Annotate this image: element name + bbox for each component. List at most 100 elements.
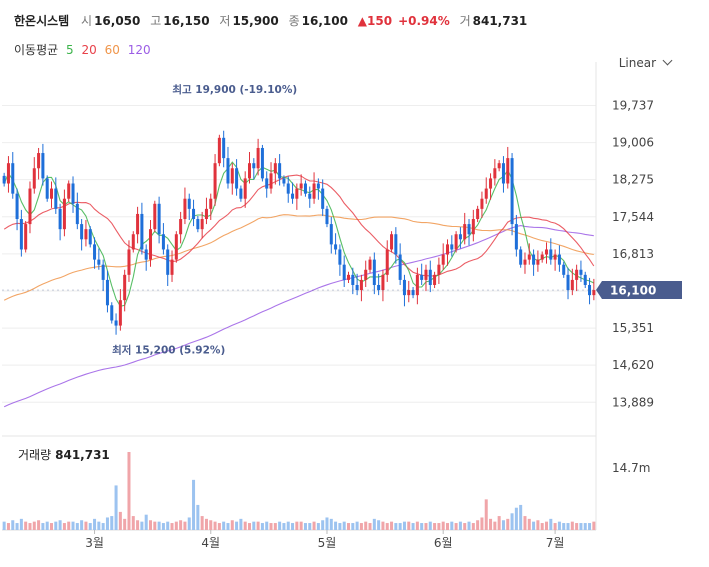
volume-bar[interactable] <box>88 523 92 530</box>
candle[interactable] <box>161 234 165 250</box>
candle[interactable] <box>364 269 368 280</box>
volume-bar[interactable] <box>204 518 208 530</box>
candle[interactable] <box>433 274 437 285</box>
candle[interactable] <box>588 284 592 296</box>
scale-mode-dropdown[interactable]: Linear <box>619 55 673 70</box>
volume-bar[interactable] <box>398 523 402 530</box>
volume-bar[interactable] <box>105 517 109 530</box>
candle[interactable] <box>93 244 97 260</box>
volume-bar[interactable] <box>544 521 549 530</box>
candle[interactable] <box>394 234 398 255</box>
volume-bar[interactable] <box>299 521 303 530</box>
volume-bar[interactable] <box>62 523 66 530</box>
candle[interactable] <box>592 290 596 296</box>
candle[interactable] <box>80 224 84 240</box>
volume-bar[interactable] <box>101 523 105 530</box>
volume-bar[interactable] <box>187 517 191 530</box>
candle[interactable] <box>174 234 178 260</box>
volume-bar[interactable] <box>243 521 247 530</box>
volume-bar[interactable] <box>368 523 372 530</box>
volume-bar[interactable] <box>170 523 174 530</box>
ma120-legend[interactable]: 120 <box>127 43 151 57</box>
candle[interactable] <box>179 219 183 235</box>
volume-bar[interactable] <box>278 521 282 530</box>
candle[interactable] <box>381 274 385 291</box>
volume-bar[interactable] <box>553 523 557 530</box>
volume-bar[interactable] <box>136 520 140 530</box>
volume-bar[interactable] <box>575 523 579 530</box>
candle[interactable] <box>544 249 549 255</box>
volume-bar[interactable] <box>338 523 342 530</box>
volume-bar[interactable] <box>80 520 84 530</box>
volume-bar[interactable] <box>381 521 385 530</box>
volume-bar[interactable] <box>510 513 514 530</box>
candle[interactable] <box>424 269 428 280</box>
candle[interactable] <box>166 249 170 275</box>
candle[interactable] <box>97 259 101 265</box>
candle[interactable] <box>359 279 363 291</box>
candle[interactable] <box>127 249 131 275</box>
candle[interactable] <box>334 244 338 250</box>
candle[interactable] <box>256 147 260 169</box>
candle[interactable] <box>553 254 557 260</box>
volume-bar[interactable] <box>295 521 299 530</box>
volume-bar[interactable] <box>45 521 49 530</box>
volume-bar[interactable] <box>523 516 527 530</box>
candle[interactable] <box>49 188 54 199</box>
candle[interactable] <box>355 284 359 291</box>
volume-bar[interactable] <box>562 523 566 530</box>
candle[interactable] <box>557 254 561 265</box>
volume-bar[interactable] <box>527 518 531 530</box>
volume-bar[interactable] <box>428 521 432 530</box>
volume-bar[interactable] <box>497 516 501 530</box>
candle[interactable] <box>420 274 424 280</box>
candle[interactable] <box>579 269 583 275</box>
volume-bar[interactable] <box>592 521 596 530</box>
volume-bar[interactable] <box>532 521 536 530</box>
volume-bar[interactable] <box>471 523 475 530</box>
candle[interactable] <box>303 183 307 194</box>
volume-bar[interactable] <box>54 521 58 530</box>
candle[interactable] <box>41 153 45 179</box>
volume-bar[interactable] <box>93 518 97 530</box>
candle[interactable] <box>514 224 518 250</box>
candle[interactable] <box>437 264 441 275</box>
candle[interactable] <box>131 234 135 250</box>
volume-bar[interactable] <box>407 521 411 530</box>
candle[interactable] <box>105 279 109 306</box>
candle[interactable] <box>45 178 49 199</box>
candle[interactable] <box>476 208 480 220</box>
candle[interactable] <box>458 234 462 240</box>
candle[interactable] <box>402 279 406 296</box>
volume-bar[interactable] <box>385 523 389 530</box>
candle[interactable] <box>480 198 484 209</box>
candle[interactable] <box>501 163 505 184</box>
volume-bar[interactable] <box>260 523 264 530</box>
candle[interactable] <box>67 183 71 199</box>
candle[interactable] <box>24 224 28 250</box>
candle[interactable] <box>123 274 127 301</box>
volume-bar[interactable] <box>273 523 277 530</box>
candle[interactable] <box>506 158 510 184</box>
volume-bar[interactable] <box>41 523 45 530</box>
volume-bar[interactable] <box>321 520 325 530</box>
volume-bar[interactable] <box>480 517 484 530</box>
candle[interactable] <box>273 163 277 174</box>
candle[interactable] <box>372 259 376 285</box>
volume-bar[interactable] <box>514 507 518 530</box>
candle[interactable] <box>84 229 88 240</box>
candle[interactable] <box>265 178 269 189</box>
volume-bar[interactable] <box>75 523 79 530</box>
candle[interactable] <box>562 264 566 275</box>
ma60-legend[interactable]: 60 <box>104 43 120 57</box>
candle[interactable] <box>484 188 488 199</box>
candle[interactable] <box>187 198 191 209</box>
volume-bar[interactable] <box>394 523 398 530</box>
volume-bar[interactable] <box>346 523 351 530</box>
candle[interactable] <box>583 274 587 285</box>
candle[interactable] <box>269 173 273 189</box>
candle[interactable] <box>282 178 286 184</box>
candle[interactable] <box>200 219 204 230</box>
candle[interactable] <box>316 183 320 189</box>
